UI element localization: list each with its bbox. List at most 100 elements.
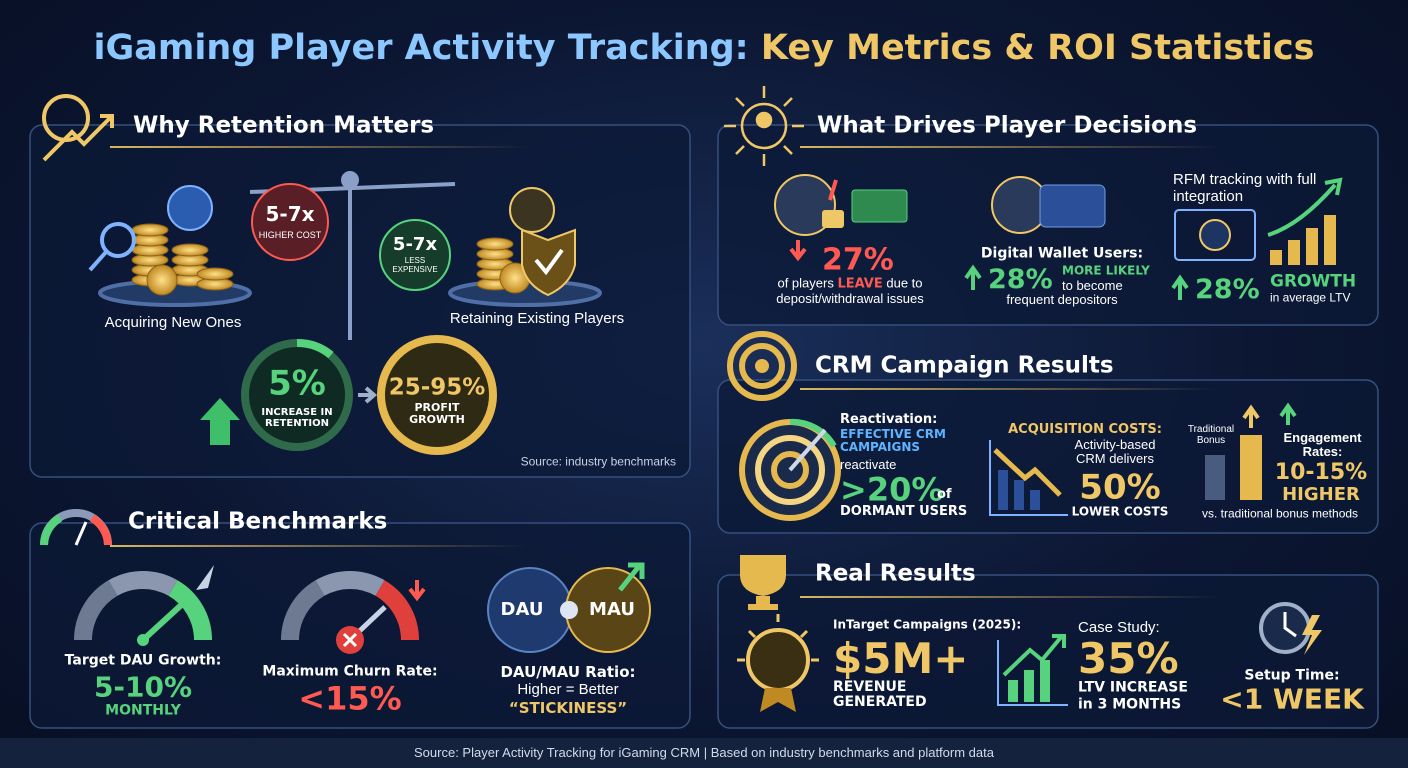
- heading-underlines-part: [800, 596, 1220, 598]
- user-badges-part: [534, 248, 564, 276]
- results-icons: [737, 555, 1322, 712]
- coins-part: [196, 267, 234, 281]
- results-icons-part: [1008, 680, 1018, 702]
- crm-icons: [727, 331, 1297, 521]
- results-icons-part: [737, 614, 819, 662]
- gauge-churn: [280, 570, 426, 654]
- decision-icons-part: [774, 174, 836, 236]
- dau-mau-circles-part: [560, 601, 578, 619]
- magnifier-part: [88, 250, 108, 272]
- badge-bubbles-part: [379, 219, 451, 291]
- retention-rings: [200, 335, 497, 455]
- text: LEAVE: [837, 276, 883, 292]
- results-icons-part: [1283, 612, 1297, 638]
- stat-value: 50%: [1079, 467, 1161, 508]
- gauge-churn-part: [375, 580, 420, 641]
- decision-icons-part: [964, 264, 982, 290]
- decision-icons-part: [789, 240, 807, 262]
- badge-bubbles-part: [251, 183, 329, 261]
- coins-part: [476, 237, 514, 251]
- label: DAU/MAU Ratio:: [500, 662, 636, 681]
- decision-icons-part: [851, 189, 908, 223]
- stat-word: MORE LIKELY: [1062, 263, 1150, 278]
- footer-bar: Source: Player Activity Tracking for iGa…: [0, 738, 1408, 768]
- stat-word: HIGHER: [1282, 484, 1360, 506]
- stat-unit: REVENUE GENERATED: [833, 679, 927, 711]
- badge-label: HIGHER COST: [258, 230, 322, 241]
- title-part: iGaming Player Activity Tracking:: [93, 27, 749, 68]
- label: Reactivation:: [840, 411, 938, 427]
- tag: “STICKINESS”: [508, 698, 628, 717]
- stat-unit: DORMANT USERS: [840, 503, 968, 519]
- note: Activity-based CRM delivers: [1074, 437, 1156, 467]
- bar-label: Traditional Bonus: [1187, 424, 1235, 446]
- retention-rings-part: [377, 335, 497, 455]
- label: Acquiring New Ones: [104, 313, 242, 331]
- retention-rings-part: [296, 338, 334, 359]
- section-heading: Why Retention Matters: [133, 112, 435, 139]
- stat-word: GROWTH: [1270, 271, 1357, 292]
- label: Engagement Rates:: [1283, 430, 1362, 460]
- retention-icon-part: [42, 114, 114, 162]
- decisions-icon-part: [740, 102, 788, 150]
- stat-label: INCREASE IN RETENTION: [261, 407, 333, 429]
- label: Maximum Churn Rate:: [262, 663, 438, 680]
- gauge-icon-part: [40, 514, 63, 546]
- results-icons-part: [746, 628, 810, 692]
- results-icons-part: [997, 640, 1068, 706]
- gauge-dau-part: [196, 565, 214, 590]
- decision-icons-part: [1199, 219, 1231, 251]
- text: due to: [886, 275, 923, 291]
- decision-icons-part: [1267, 177, 1343, 237]
- note: reactivate: [840, 456, 897, 472]
- decision-icons-part: [1039, 184, 1106, 228]
- gauge-churn-part: [280, 580, 325, 641]
- note: in 3 MONTHS: [1078, 696, 1182, 713]
- crm-icons-part: [989, 440, 1068, 516]
- label: EFFECTIVE CRM CAMPAIGNS: [840, 427, 946, 455]
- heading-underlines-part: [800, 146, 1220, 148]
- decision-icons: [774, 174, 1343, 300]
- retention-rings-part: [358, 386, 378, 404]
- coins-part: [146, 264, 178, 296]
- coins: [131, 223, 531, 296]
- stat-value: $5M+: [833, 633, 969, 683]
- magnifier-part: [100, 222, 136, 258]
- stat-value: 5-10%: [93, 670, 193, 704]
- results-icons-part: [760, 688, 796, 712]
- stat-value: 25-95%: [388, 374, 486, 401]
- title-part: Key Metrics & ROI Statistics: [760, 27, 1315, 68]
- badge-bubbles: [251, 183, 451, 291]
- note: vs. traditional bonus methods: [1201, 506, 1359, 521]
- coins-part: [131, 223, 169, 237]
- section-heading: What Drives Player Decisions: [817, 112, 1198, 139]
- text: of players: [777, 275, 834, 291]
- gauge-dau: [73, 565, 214, 646]
- decision-icons-part: [1174, 209, 1256, 261]
- results-icons-part: [1002, 634, 1066, 677]
- section-heading: Critical Benchmarks: [128, 508, 388, 535]
- note: of: [937, 486, 952, 502]
- crm-icons-part: [1014, 480, 1024, 510]
- note: deposit/withdrawal issues: [776, 290, 924, 306]
- dau-mau-circles-part: [618, 562, 645, 592]
- gauge-dau-part: [168, 580, 213, 641]
- label: RFM tracking with full integration: [1173, 171, 1317, 205]
- crm-icons-part: [727, 331, 797, 401]
- stat-value: 27%: [822, 242, 894, 278]
- stat-value: >20%: [840, 470, 944, 509]
- retention-rings-part: [200, 398, 240, 445]
- decisions-icon: [724, 86, 804, 166]
- crm-icons-part: [739, 343, 785, 389]
- decision-icons-part: [828, 179, 838, 201]
- gauge-icon-part: [74, 521, 88, 546]
- dau-mau-circles: [487, 562, 651, 653]
- decision-icons-part: [822, 210, 844, 228]
- badge-label: LESS EXPENSIVE: [392, 256, 438, 274]
- stat-value: 28%: [988, 264, 1053, 296]
- crm-icons-part: [755, 359, 769, 373]
- crm-icons-part: [1240, 435, 1262, 500]
- heading-underlines-part: [800, 388, 1220, 390]
- crm-icons-part: [788, 428, 827, 472]
